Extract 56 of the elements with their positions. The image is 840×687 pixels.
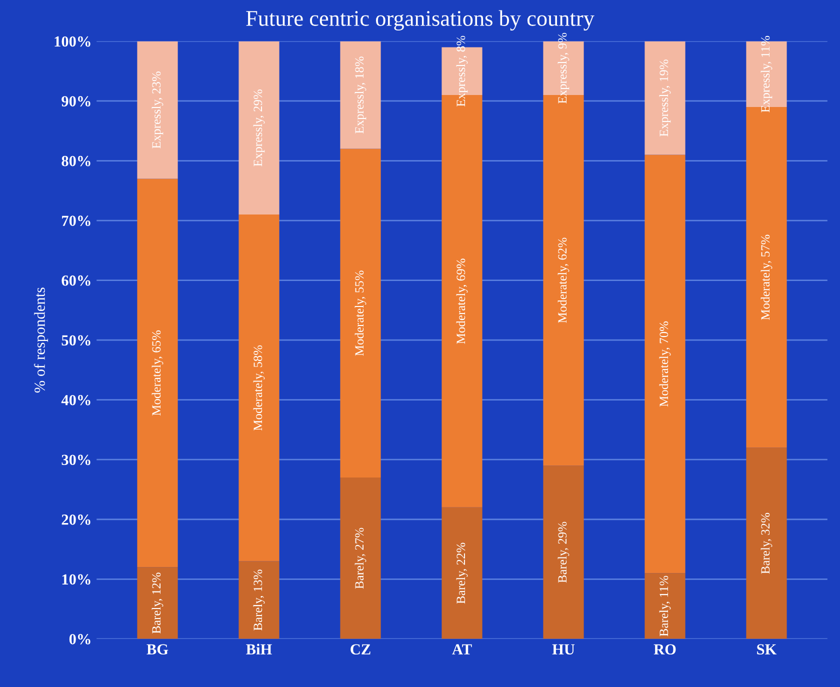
bar <box>644 154 686 574</box>
y-tick-label: 10% <box>62 574 90 585</box>
bar <box>137 178 178 568</box>
y-tick-label: 40% <box>61 394 90 406</box>
y-tick-label: 20% <box>62 514 90 525</box>
y-tick-label: 70% <box>62 216 90 226</box>
bar <box>238 214 280 562</box>
y-tick-label: 100% <box>54 36 90 47</box>
data-label: Moderately, 65% <box>152 330 164 416</box>
data-label: Barely, 11% <box>659 576 671 636</box>
x-tick-label: HU <box>552 644 575 655</box>
data-label: Barely, 27% <box>354 528 366 589</box>
y-tick-label: 90% <box>62 96 90 106</box>
data-label: Barely, 12% <box>152 572 164 634</box>
chart-title: Future centric organisations by country <box>246 10 594 31</box>
data-label: Expressly, 29% <box>253 89 265 166</box>
data-label: Barely, 32% <box>760 512 772 574</box>
bar <box>543 466 584 639</box>
bar <box>644 41 686 155</box>
data-label: Barely, 13% <box>253 570 265 631</box>
data-label: Expressly, 18% <box>354 56 366 134</box>
bar <box>238 561 280 639</box>
x-tick-label: CZ <box>350 644 370 655</box>
bar <box>340 478 381 639</box>
data-label: Barely, 29% <box>558 522 570 583</box>
bar <box>442 507 482 639</box>
data-label: Expressly, 11% <box>760 36 772 112</box>
y-tick-label: 30% <box>62 454 90 466</box>
data-label: Moderately, 57% <box>760 234 772 320</box>
y-tick-label: 0% <box>69 634 90 644</box>
x-tick-label: SK <box>757 644 777 655</box>
data-label: Moderately, 70% <box>659 321 671 407</box>
data-label: Expressly, 19% <box>659 60 671 136</box>
data-label: Expressly, 23% <box>152 72 164 148</box>
bar <box>137 41 178 179</box>
data-label: Expressly, 8% <box>456 36 468 106</box>
x-tick-label: AT <box>452 644 472 654</box>
bar <box>340 148 381 478</box>
bar <box>238 41 280 215</box>
bar <box>746 448 787 639</box>
bar <box>137 567 178 639</box>
y-axis-title: % of respondents <box>34 288 48 393</box>
data-label: Moderately, 62% <box>558 238 570 323</box>
y-tick-label: 50% <box>62 335 90 346</box>
data-label: Expressly, 9% <box>558 32 570 104</box>
x-tick-label: RO <box>654 644 676 655</box>
y-tick-label: 60% <box>62 275 90 286</box>
y-tick-label: 80% <box>62 156 90 166</box>
data-label: Moderately, 58% <box>253 345 265 431</box>
bar <box>644 573 686 639</box>
data-label: Moderately, 55% <box>354 270 366 356</box>
data-label: Barely, 22% <box>456 542 468 604</box>
bar <box>340 41 381 149</box>
x-tick-label: BG <box>146 644 168 655</box>
data-label: Moderately, 69% <box>456 258 468 344</box>
x-tick-label: BiH <box>246 644 272 654</box>
